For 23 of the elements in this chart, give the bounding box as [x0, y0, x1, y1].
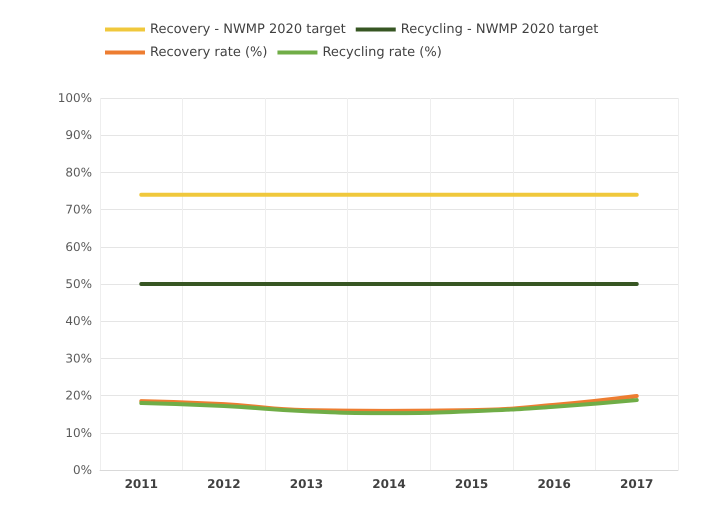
- x-tick-label: 2014: [372, 477, 406, 491]
- legend-label: Recovery rate (%): [150, 45, 268, 60]
- y-tick-label: 20%: [65, 388, 92, 403]
- y-tick-label: 10%: [65, 426, 92, 440]
- y-tick-label: 30%: [65, 351, 92, 366]
- legend-label: Recovery - NWMP 2020 target: [150, 22, 346, 37]
- x-tick-label: 2016: [537, 477, 571, 491]
- y-tick-label: 80%: [65, 165, 92, 180]
- x-tick-label: 2015: [454, 477, 488, 491]
- y-tick-label: 50%: [65, 277, 92, 291]
- y-tick-label: 90%: [65, 128, 92, 142]
- line-series: [139, 398, 639, 416]
- x-tick-label: 2017: [620, 477, 654, 491]
- y-tick-label: 0%: [72, 463, 92, 477]
- x-tick-label: 2013: [290, 477, 324, 491]
- y-tick-label: 40%: [65, 314, 92, 328]
- y-tick-label: 70%: [65, 202, 92, 217]
- y-tick-label: 60%: [65, 240, 92, 254]
- legend-label: Recycling - NWMP 2020 target: [400, 22, 598, 37]
- x-tick-label: 2012: [207, 477, 241, 491]
- legend-label: Recycling rate (%): [322, 45, 442, 60]
- x-tick-label: 2011: [124, 477, 158, 491]
- y-tick-label: 100%: [58, 91, 92, 105]
